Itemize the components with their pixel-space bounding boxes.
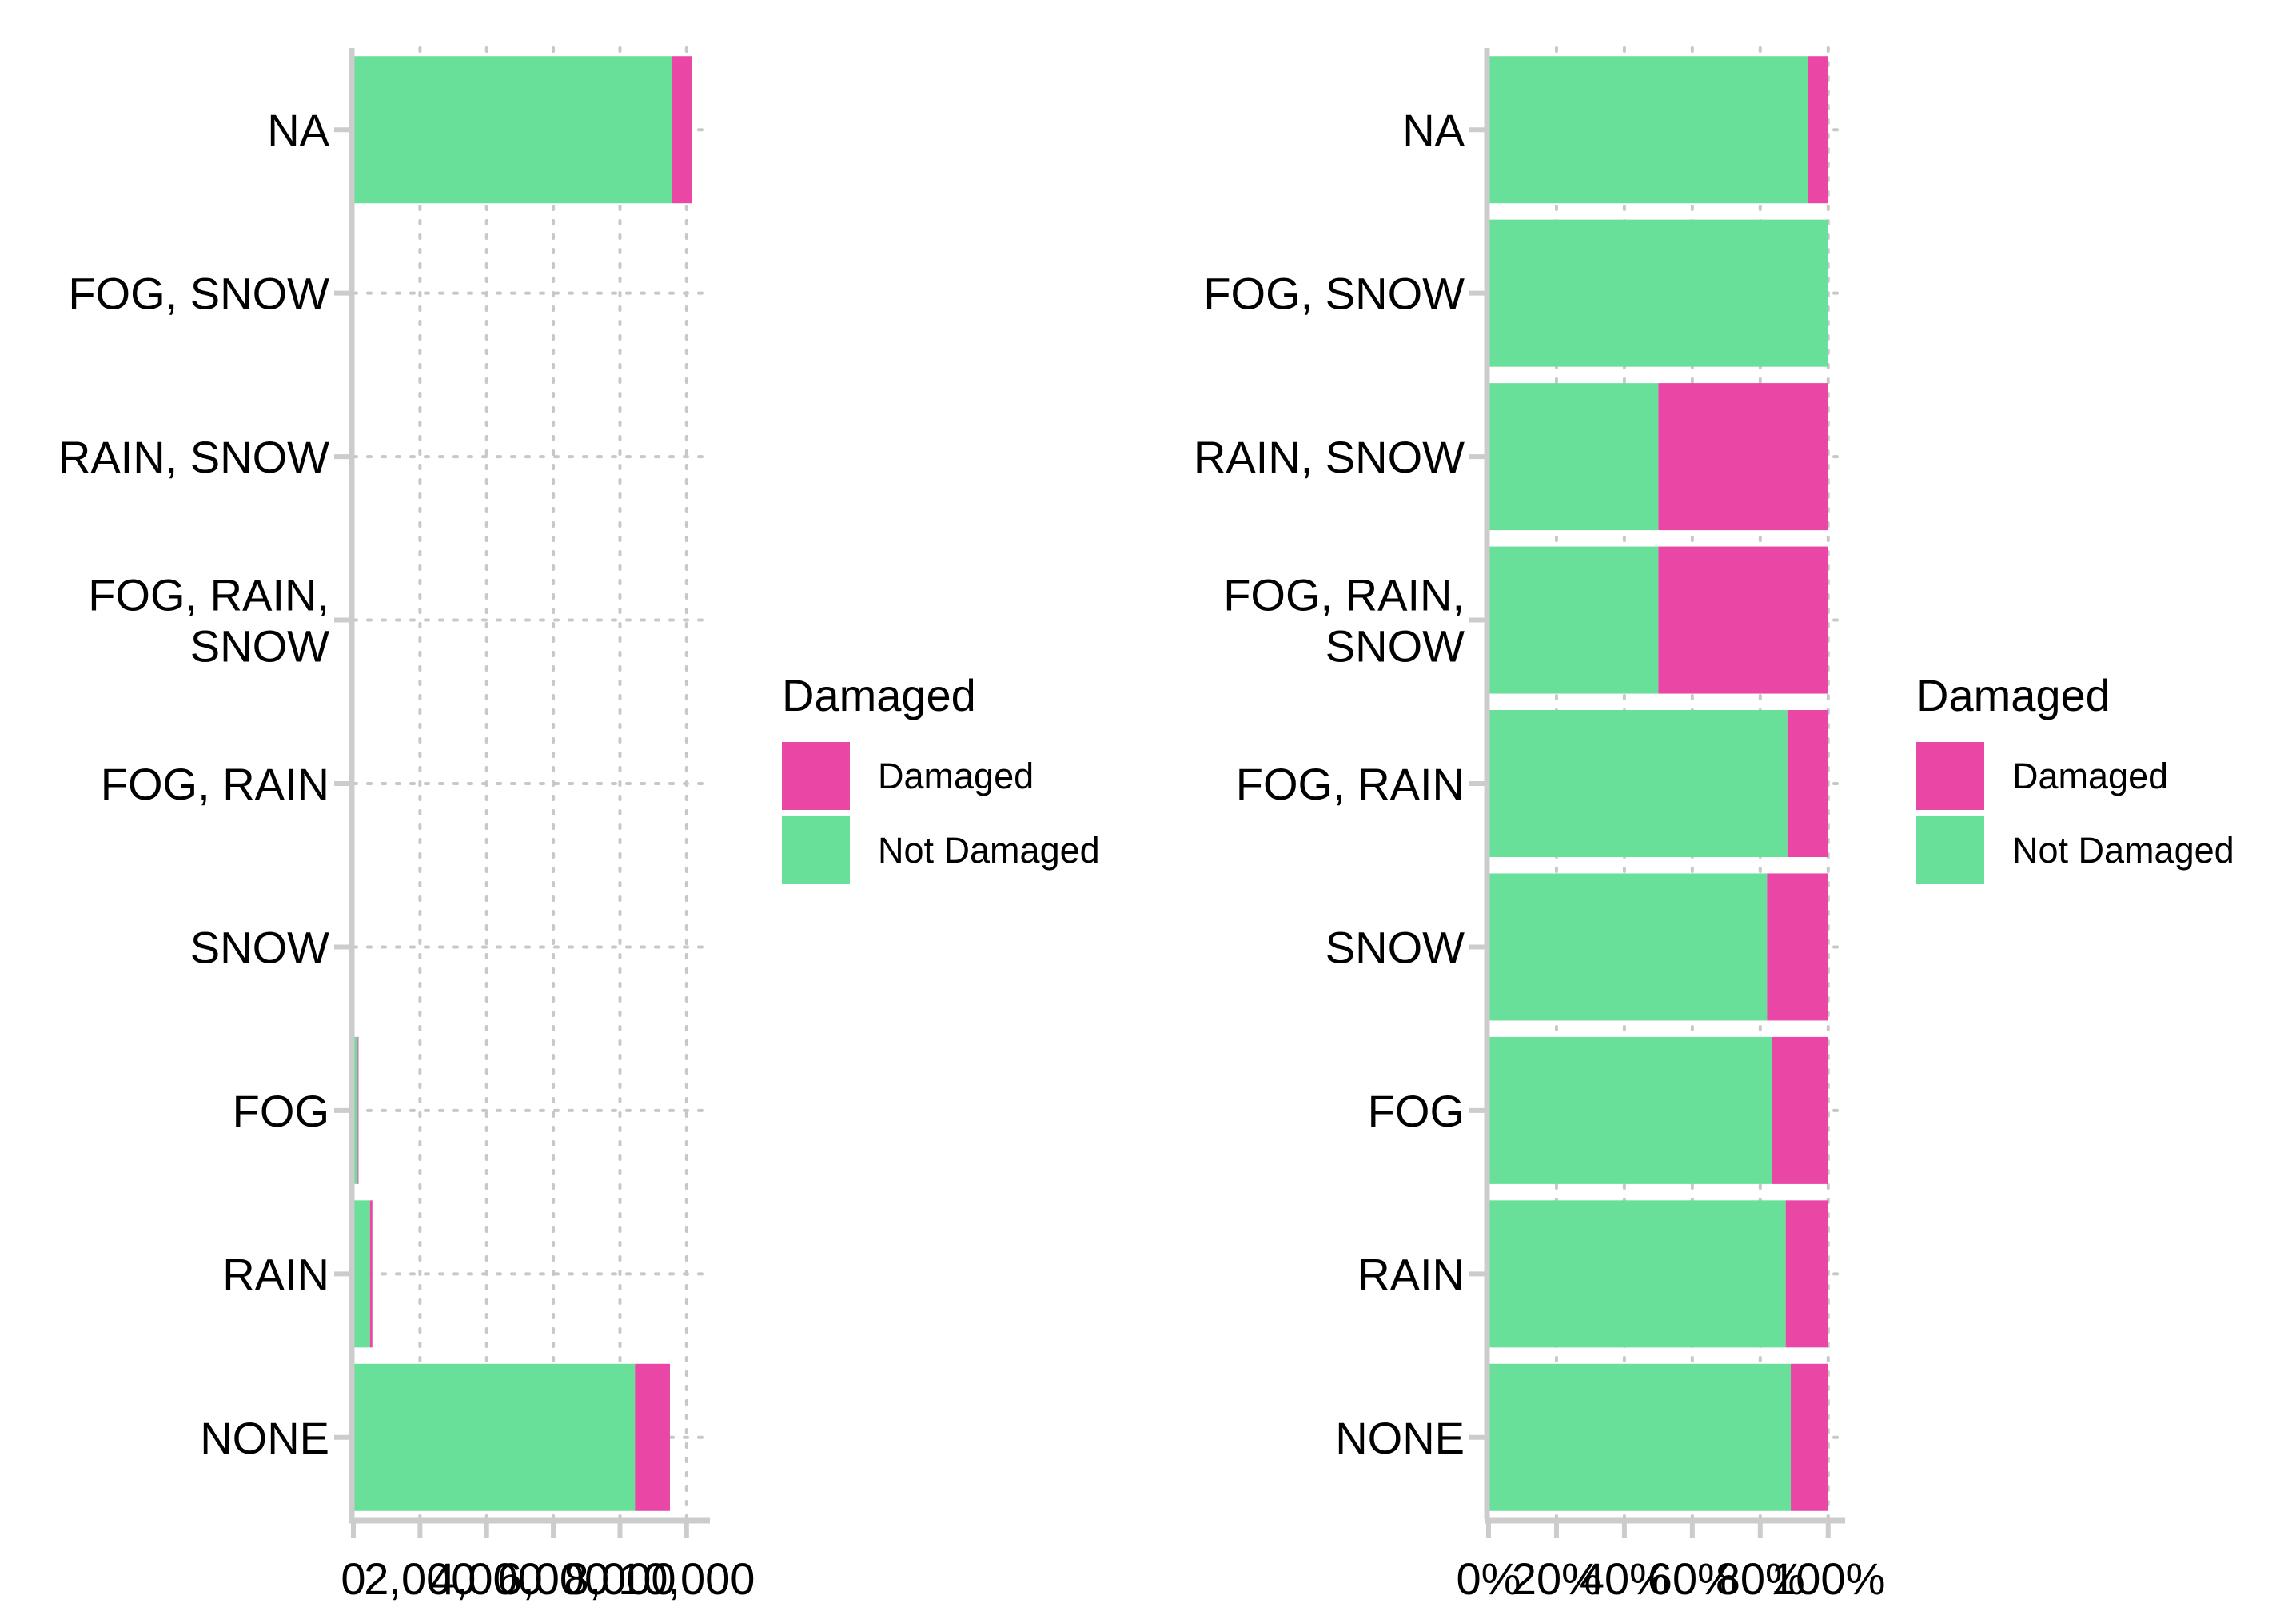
legend-count-chart: Damaged Damaged Not Damaged	[782, 670, 1100, 887]
y-tick-label: SNOW	[190, 922, 329, 972]
bar-damaged-fog	[1772, 1036, 1828, 1184]
bar-not-damaged-fog	[1489, 1036, 1772, 1184]
bar-damaged-none	[635, 1363, 670, 1511]
y-tick-label: FOG, RAIN	[101, 759, 329, 809]
x-tick-label: 2,000	[364, 1553, 476, 1604]
x-tick-label: 60%	[1648, 1553, 1737, 1604]
bar-damaged-na	[672, 56, 692, 204]
x-tick-label: 0%	[1457, 1553, 1521, 1604]
bar-not-damaged-fog-snow	[1489, 219, 1828, 367]
bar-not-damaged-rain	[353, 1200, 370, 1348]
x-tick-label: 40%	[1580, 1553, 1669, 1604]
x-tick-label: 6,000	[497, 1553, 609, 1604]
y-tick-label: FOG	[233, 1086, 329, 1136]
y-tick-label: RAIN, SNOW	[1194, 432, 1465, 482]
legend-item-damaged: Damaged	[782, 739, 1100, 813]
bar-not-damaged-fog-rain	[1489, 710, 1788, 857]
x-tick-label: 80%	[1716, 1553, 1805, 1604]
bar-not-damaged-na	[1489, 56, 1808, 204]
y-tick-label: NONE	[200, 1413, 329, 1463]
legend-proportion-chart: Damaged Damaged Not Damaged	[1916, 670, 2234, 887]
bar-damaged-rain	[369, 1200, 373, 1348]
bar-not-damaged-rain	[1489, 1200, 1786, 1348]
y-tick-label: FOG, RAIN	[1236, 759, 1465, 809]
x-tick-label: 100%	[1771, 1553, 1885, 1604]
y-tick-label: SNOW	[1325, 922, 1465, 972]
bar-not-damaged-fog-rain-snow	[1489, 546, 1659, 694]
bar-damaged-na	[1808, 56, 1828, 204]
x-tick-label: 8,000	[564, 1553, 676, 1604]
y-tick-label: RAIN, SNOW	[58, 432, 329, 482]
y-tick-label: FOG, SNOW	[1203, 269, 1465, 319]
bar-not-damaged-rain-snow	[1489, 383, 1659, 531]
legend-key-not-damaged	[1916, 816, 1984, 884]
y-tick-label: FOG, RAIN,	[88, 570, 329, 620]
y-tick-label: FOG	[1368, 1086, 1465, 1136]
legend-title: Damaged	[782, 670, 976, 720]
legend-title: Damaged	[1916, 670, 2111, 720]
y-tick-label: NONE	[1335, 1413, 1465, 1463]
x-tick-label: 10,000	[618, 1553, 755, 1604]
bar-not-damaged-none	[1489, 1363, 1792, 1511]
y-tick-label: SNOW	[1325, 621, 1465, 672]
x-tick-label: 0	[341, 1553, 365, 1604]
legend-key-damaged	[1916, 742, 1984, 810]
bar-damaged-rain-snow	[1658, 383, 1828, 531]
y-tick-label: FOG, SNOW	[68, 269, 329, 319]
y-tick-label: RAIN	[222, 1249, 329, 1299]
bar-not-damaged-fog	[353, 1036, 358, 1184]
y-tick-label: NA	[1402, 105, 1465, 155]
y-tick-label: NA	[267, 105, 329, 155]
legend-label: Damaged	[2012, 755, 2169, 796]
legend-item-damaged: Damaged	[1916, 739, 2234, 813]
y-tick-label: FOG, RAIN,	[1223, 570, 1465, 620]
bar-damaged-fog-rain	[1787, 710, 1828, 857]
bar-not-damaged-none	[353, 1363, 636, 1511]
bar-not-damaged-na	[353, 56, 672, 204]
legend-label: Damaged	[878, 755, 1034, 796]
y-tick-label: SNOW	[190, 621, 329, 672]
legend-label: Not Damaged	[2012, 829, 2234, 871]
bar-damaged-rain	[1785, 1200, 1828, 1348]
bar-damaged-fog	[357, 1036, 359, 1184]
legend-label: Not Damaged	[878, 829, 1100, 871]
legend-item-not-damaged: Not Damaged	[1916, 813, 2234, 887]
y-tick-label: RAIN	[1357, 1249, 1465, 1299]
x-tick-label: 20%	[1512, 1553, 1601, 1604]
bar-not-damaged-snow	[1489, 873, 1768, 1021]
bar-damaged-none	[1791, 1363, 1828, 1511]
x-tick-label: 4,000	[431, 1553, 543, 1604]
legend-key-damaged	[782, 742, 850, 810]
bar-damaged-fog-rain-snow	[1658, 546, 1828, 694]
bar-damaged-snow	[1767, 873, 1828, 1021]
legend-item-not-damaged: Not Damaged	[782, 813, 1100, 887]
legend-key-not-damaged	[782, 816, 850, 884]
